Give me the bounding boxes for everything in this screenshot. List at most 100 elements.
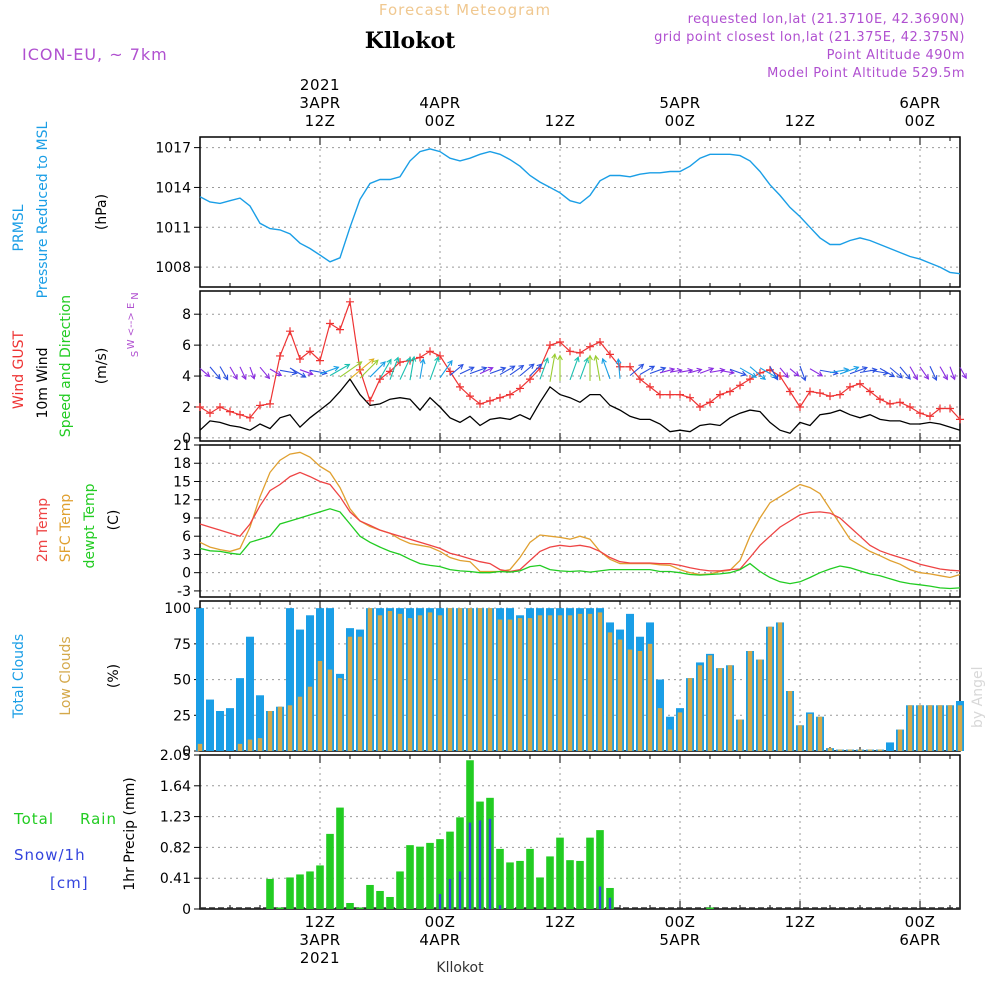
rain-bar bbox=[586, 837, 594, 909]
rain-bar bbox=[356, 907, 364, 909]
wind-arrow bbox=[369, 361, 386, 378]
gust-marker bbox=[316, 356, 324, 365]
low-cloud-bar bbox=[347, 636, 353, 751]
wind-arrow bbox=[809, 368, 823, 377]
low-cloud-bar bbox=[897, 729, 903, 751]
low-cloud-bar bbox=[747, 651, 753, 751]
wind-arrow-head bbox=[551, 352, 557, 360]
wind-arrow bbox=[329, 363, 350, 377]
low-cloud-bar bbox=[607, 632, 613, 751]
wind-arrow bbox=[289, 367, 306, 378]
precip-ytick-label: 0.41 bbox=[160, 871, 191, 887]
wind-arrow bbox=[549, 354, 556, 382]
wind-arrow-head bbox=[393, 356, 400, 363]
precip-panel-labels: Total Rain Snow/1h [cm] 1hr Precip (mm) bbox=[13, 777, 138, 892]
wind-arrow-head bbox=[557, 354, 563, 361]
wind-arrow bbox=[779, 367, 789, 378]
gust-marker bbox=[366, 396, 374, 405]
wind-arrow bbox=[849, 367, 868, 375]
snow-bar bbox=[438, 893, 442, 909]
low-cloud-bar bbox=[587, 613, 593, 751]
rain-bar bbox=[516, 860, 524, 909]
wind-arrow-head bbox=[853, 365, 860, 372]
wind-arrow bbox=[659, 368, 675, 374]
bottom-time-label: 2021 bbox=[300, 949, 340, 967]
info-line-1: requested lon,lat (21.3710E, 42.3690N) bbox=[688, 12, 965, 27]
clouds-unit: (%) bbox=[106, 664, 122, 688]
low-cloud-bar bbox=[657, 708, 663, 751]
snow-bar bbox=[458, 871, 462, 909]
temperature-ytick-label: 9 bbox=[182, 511, 191, 527]
prmsl-line bbox=[199, 148, 961, 275]
gust-marker bbox=[436, 351, 444, 360]
low-cloud-bar bbox=[467, 608, 473, 751]
wind-arrow bbox=[279, 369, 297, 374]
total-cloud-bar bbox=[196, 608, 204, 751]
total-cloud-bar bbox=[216, 711, 224, 751]
clouds-label-total: Total Clouds bbox=[11, 634, 27, 719]
wind-arrow bbox=[859, 369, 877, 374]
wind-arrow-head bbox=[215, 373, 221, 380]
gust-marker bbox=[196, 402, 204, 411]
wind-arrow bbox=[617, 359, 621, 379]
rain-bar bbox=[446, 831, 454, 909]
wind-arrow bbox=[429, 357, 439, 381]
wind-arrow bbox=[209, 366, 221, 380]
gust-marker bbox=[886, 399, 894, 408]
wind-arrow bbox=[299, 369, 313, 375]
gust-marker bbox=[686, 393, 694, 402]
wind-ytick-label: 4 bbox=[182, 369, 191, 385]
gust-marker bbox=[956, 415, 964, 424]
pressure-series bbox=[199, 148, 961, 275]
wind-arrow bbox=[529, 363, 542, 377]
wind-arrow bbox=[399, 357, 411, 380]
temperature-ytick-label: 18 bbox=[173, 456, 191, 472]
gust-marker bbox=[226, 407, 234, 416]
gust-marker bbox=[906, 402, 914, 411]
wind-arrow-head bbox=[333, 365, 340, 372]
wind-arrow bbox=[449, 364, 464, 376]
low-cloud-bar bbox=[327, 669, 333, 751]
gust-marker bbox=[216, 402, 224, 411]
wind-arrow-head bbox=[536, 363, 543, 370]
gust-marker bbox=[696, 402, 704, 411]
compass-n: N bbox=[130, 292, 141, 299]
wind-arrow-head bbox=[897, 372, 903, 379]
wind-arrow-head bbox=[817, 371, 824, 377]
pressure-panel-labels: PRMSL Pressure Reduced to MSL (hPa) bbox=[11, 121, 110, 298]
total-cloud-bar bbox=[226, 708, 234, 751]
wind-series bbox=[196, 297, 967, 435]
wind-arrow bbox=[949, 366, 956, 380]
low-cloud-bar bbox=[787, 691, 793, 751]
wind-arrow-head bbox=[321, 369, 328, 376]
wind-arrow bbox=[879, 367, 895, 377]
gust-marker bbox=[806, 387, 814, 396]
gust-marker bbox=[926, 412, 934, 421]
rain-bar bbox=[426, 842, 434, 909]
gust-marker bbox=[296, 355, 304, 364]
bottom-time-label: 00Z bbox=[905, 913, 936, 931]
low-cloud-bar bbox=[827, 748, 833, 751]
wind-arrow bbox=[669, 369, 682, 373]
wind-arrow-head bbox=[264, 373, 271, 380]
low-cloud-bar bbox=[527, 618, 533, 751]
wind-arrow-head bbox=[307, 370, 314, 376]
precip-label-total: Total bbox=[13, 810, 54, 828]
gust-marker bbox=[396, 358, 404, 367]
watermark: by Angel bbox=[970, 667, 986, 728]
wind-arrow bbox=[729, 368, 747, 376]
low-cloud-bar bbox=[477, 608, 483, 751]
wind-arrow-head bbox=[593, 354, 600, 361]
wind-arrow-head bbox=[276, 370, 283, 377]
wind-arrow bbox=[579, 358, 589, 380]
gust-marker bbox=[546, 341, 554, 350]
pressure-ytick-label: 1017 bbox=[155, 141, 191, 157]
bottom-time-label: 6APR bbox=[899, 931, 940, 949]
wind-arrow-head bbox=[660, 366, 667, 373]
wind-arrow-head bbox=[250, 373, 256, 380]
gust-marker bbox=[346, 297, 354, 306]
low-cloud-bar bbox=[677, 712, 683, 751]
gust-marker bbox=[786, 387, 794, 396]
